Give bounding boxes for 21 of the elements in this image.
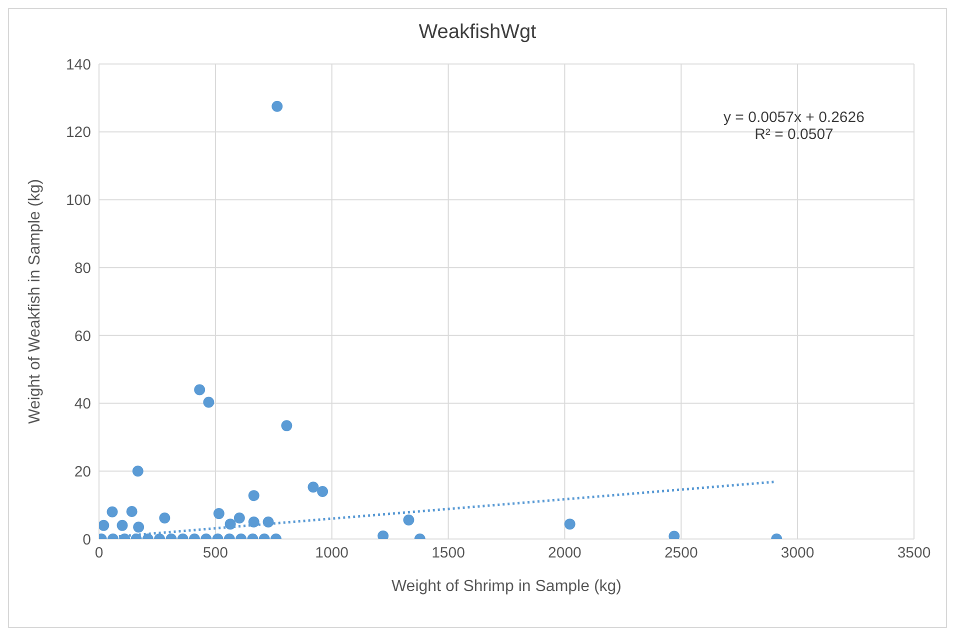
y-tick-label: 120 (66, 124, 91, 142)
x-tick-label: 0 (94, 544, 104, 562)
x-tick-label: 2500 (664, 544, 698, 562)
y-tick-label: 20 (74, 463, 91, 480)
x-tick-label: 1000 (315, 544, 349, 562)
chart-title: WeakfishWgt (418, 21, 538, 44)
y-tick-label: 80 (74, 260, 91, 277)
y-tick-label: 60 (74, 328, 91, 345)
y-tick-label: 100 (66, 192, 91, 210)
x-tick-label: 3000 (780, 544, 814, 562)
y-tick-label: 0 (82, 531, 91, 548)
x-tick-label: 500 (202, 544, 228, 562)
y-tick-label: 140 (66, 56, 91, 74)
x-axis-title: Weight of Shrimp in Sample (kg) (391, 578, 622, 595)
annotation: y = 0.0057x + 0.2626 (722, 109, 866, 126)
x-tick-label: 1500 (432, 544, 465, 562)
y-tick-label: 40 (74, 396, 91, 413)
x-tick-label: 3500 (897, 544, 931, 562)
x-tick-label: 2000 (548, 544, 582, 562)
y-axis-title: Weight of Weakfish in Sample (kg) (26, 179, 44, 424)
annotation: R² = 0.0507 (754, 126, 834, 143)
